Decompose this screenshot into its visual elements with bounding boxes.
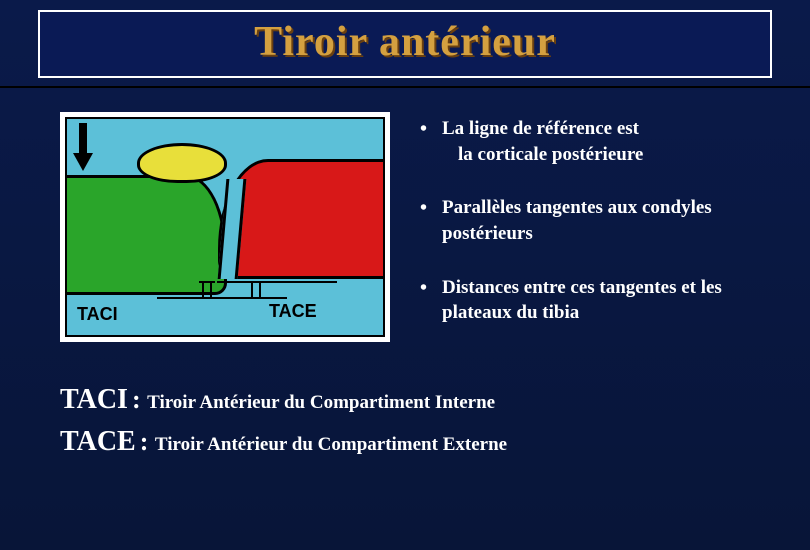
- bullet-item: Parallèles tangentes aux condyles postér…: [420, 195, 780, 246]
- def-abbr: TACE: [60, 426, 136, 457]
- bullet-text: La ligne de référence est: [442, 118, 639, 139]
- def-colon: :: [132, 385, 147, 414]
- ref-line-2: [217, 281, 337, 283]
- tace-label: TACE: [269, 301, 317, 322]
- bullet-item: La ligne de référence est la corticale p…: [420, 116, 780, 167]
- taci-measure: [202, 281, 212, 299]
- def-taci: TACI : Tiroir Antérieur du Compartiment …: [60, 384, 810, 416]
- bullet-text: Parallèles tangentes aux condyles postér…: [442, 197, 712, 244]
- definitions: TACI : Tiroir Antérieur du Compartiment …: [0, 354, 810, 458]
- tace-measure: [251, 281, 261, 299]
- diagram-frame: TACI TACE: [60, 112, 390, 342]
- bullet-text: Distances entre ces tangentes et les pla…: [442, 277, 722, 324]
- bullet-list: La ligne de référence est la corticale p…: [420, 112, 780, 354]
- patella-shape: [137, 143, 227, 183]
- bullet-item: Distances entre ces tangentes et les pla…: [420, 275, 780, 326]
- def-expansion: Tiroir Antérieur du Compartiment Externe: [155, 434, 507, 455]
- bullet-subtext: la corticale postérieure: [442, 142, 780, 168]
- slide-title: Tiroir antérieur: [40, 18, 770, 66]
- title-box: Tiroir antérieur: [38, 10, 772, 78]
- knee-diagram: TACI TACE: [65, 117, 385, 337]
- femur-shape: [67, 175, 227, 295]
- def-expansion: Tiroir Antérieur du Compartiment Interne: [147, 392, 495, 413]
- down-arrow-icon: [73, 123, 93, 171]
- def-tace: TACE : Tiroir Antérieur du Compartiment …: [60, 426, 810, 458]
- taci-label: TACI: [77, 304, 118, 325]
- def-abbr: TACI: [60, 384, 128, 415]
- def-colon: :: [140, 427, 155, 456]
- ref-line-1: [157, 297, 287, 299]
- content-row: TACI TACE La ligne de référence est la c…: [0, 88, 810, 354]
